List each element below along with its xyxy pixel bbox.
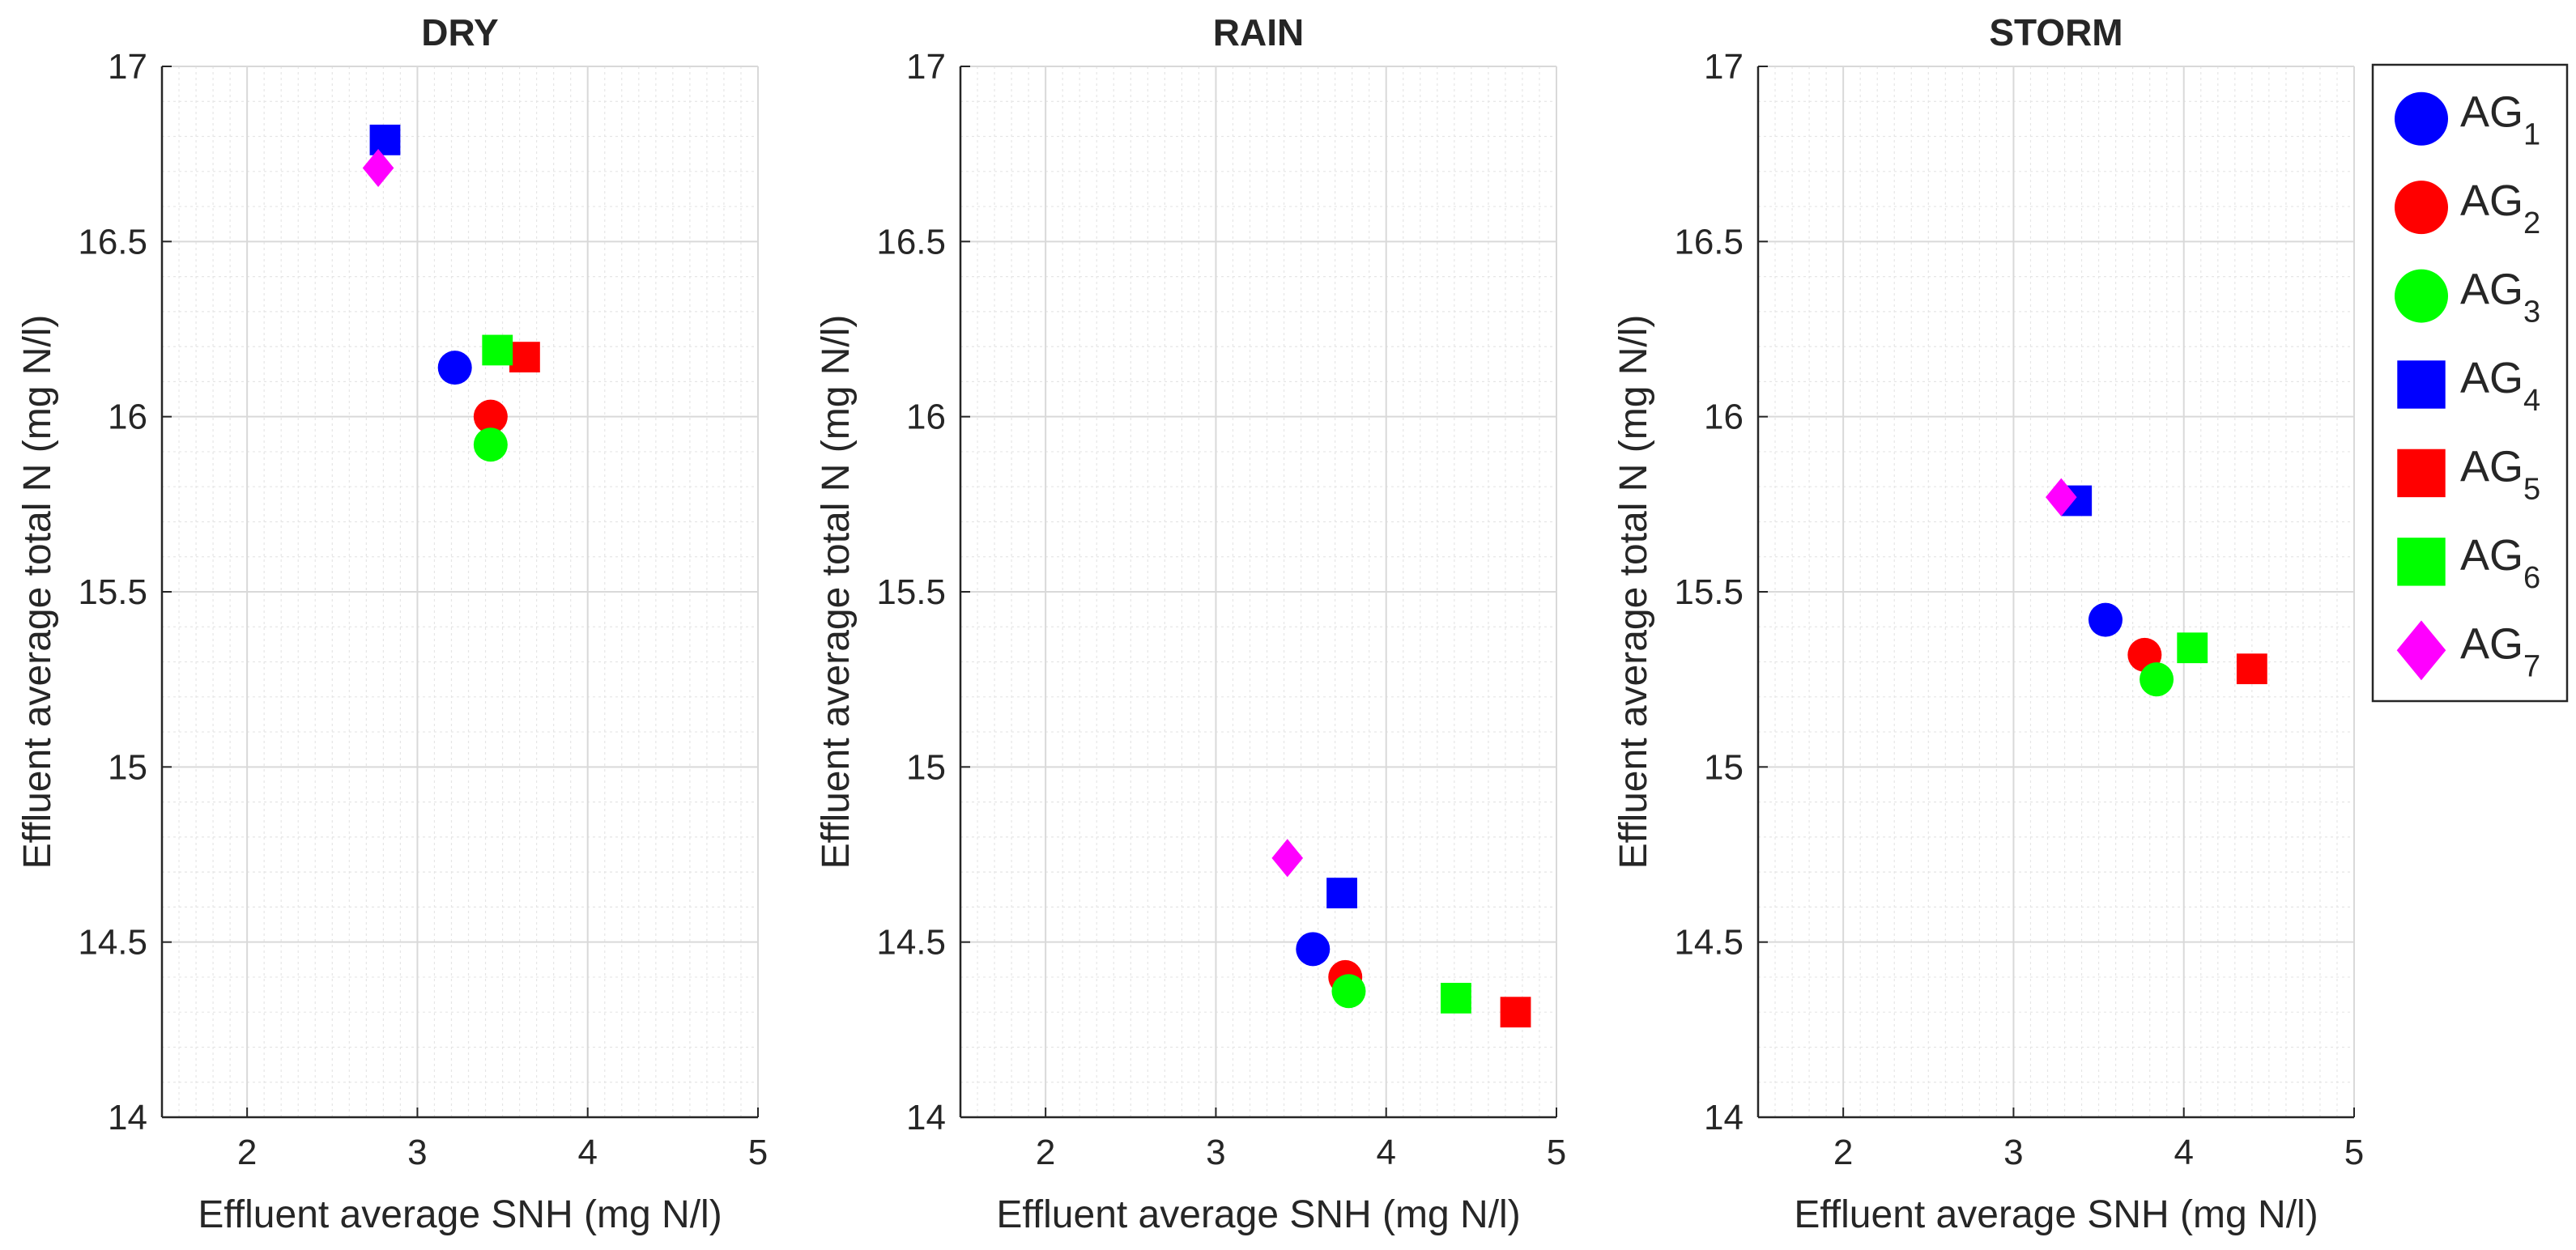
x-axis-label: Effluent average SNH (mg N/l) xyxy=(1794,1193,2318,1236)
x-tick-label: 3 xyxy=(2003,1133,2023,1172)
y-tick-label: 14 xyxy=(906,1098,946,1137)
data-point-ag5 xyxy=(2236,653,2267,685)
x-axis-label: Effluent average SNH (mg N/l) xyxy=(996,1193,1520,1236)
panel-title: STORM xyxy=(1989,11,2123,53)
data-point-ag1 xyxy=(437,351,472,385)
legend-label: AG2 xyxy=(2460,176,2540,240)
y-tick-label: 16.5 xyxy=(1674,222,1744,261)
data-point-ag3 xyxy=(473,427,508,462)
y-tick-label: 15.5 xyxy=(78,572,147,612)
y-axis-label: Effluent average total N (mg N/l) xyxy=(1612,315,1655,869)
legend-marker-ag3 xyxy=(2395,269,2448,323)
x-tick-label: 2 xyxy=(237,1133,257,1172)
y-tick-label: 17 xyxy=(1704,47,1744,87)
legend-marker-ag7 xyxy=(2396,620,2446,681)
panel-title: DRY xyxy=(421,11,498,53)
x-tick-label: 2 xyxy=(1036,1133,1055,1172)
x-tick-label: 4 xyxy=(577,1133,597,1172)
legend-label: AG5 xyxy=(2460,442,2540,506)
data-point-ag4 xyxy=(369,124,401,155)
legend-label: AG1 xyxy=(2460,88,2540,152)
y-tick-label: 15.5 xyxy=(876,572,946,612)
data-point-ag1 xyxy=(1296,932,1331,967)
x-tick-label: 2 xyxy=(1833,1133,1853,1172)
legend-marker-ag2 xyxy=(2395,181,2448,235)
y-tick-label: 17 xyxy=(906,47,946,87)
y-tick-label: 14.5 xyxy=(78,923,147,963)
data-point-ag5 xyxy=(509,342,540,373)
y-tick-label: 15.5 xyxy=(1674,572,1744,612)
x-tick-label: 5 xyxy=(2344,1133,2364,1172)
data-point-ag6 xyxy=(482,334,513,366)
data-point-ag6 xyxy=(1441,982,1471,1014)
y-tick-label: 16.5 xyxy=(78,222,147,261)
panel-rain: 2 3 4 5 14 14.5 15 15.5 16 16.5 17 RAIN Effluent ave… xyxy=(815,11,1566,1236)
x-axis-label: Effluent average SNH (mg N/l) xyxy=(198,1193,722,1236)
legend-label: AG6 xyxy=(2460,531,2540,595)
y-axis-label: Effluent average total N (mg N/l) xyxy=(815,315,858,869)
data-point-ag7 xyxy=(1271,839,1304,878)
data-point-ag6 xyxy=(2177,632,2208,664)
x-tick-label: 3 xyxy=(1206,1133,1225,1172)
legend-marker-ag5 xyxy=(2397,449,2446,498)
y-tick-label: 16 xyxy=(108,398,147,437)
y-tick-label: 14.5 xyxy=(1674,923,1744,963)
y-tick-label: 14.5 xyxy=(876,923,946,963)
x-tick-label: 5 xyxy=(748,1133,768,1172)
panel-storm: 2 3 4 5 14 14.5 15 15.5 16 16.5 17 STORM Effluent av… xyxy=(1612,11,2364,1236)
legend-label: AG3 xyxy=(2460,266,2540,330)
y-tick-label: 15 xyxy=(1704,747,1744,787)
x-tick-label: 4 xyxy=(1376,1133,1395,1172)
data-point-ag1 xyxy=(2088,602,2123,637)
x-tick-label: 4 xyxy=(2174,1133,2193,1172)
y-tick-label: 17 xyxy=(108,47,147,87)
legend-label: AG4 xyxy=(2460,354,2540,418)
y-tick-label: 14 xyxy=(1704,1098,1744,1137)
legend-marker-ag4 xyxy=(2397,360,2446,409)
data-point-ag3 xyxy=(2140,662,2174,697)
data-point-ag7 xyxy=(362,148,394,187)
data-point-ag5 xyxy=(1500,997,1531,1028)
legend-marker-ag1 xyxy=(2395,91,2448,146)
y-tick-label: 15 xyxy=(108,747,147,787)
x-tick-label: 5 xyxy=(1547,1133,1566,1172)
legend-label: AG7 xyxy=(2460,619,2540,683)
data-point-ag7 xyxy=(2046,478,2077,517)
y-tick-label: 16 xyxy=(906,398,946,437)
y-tick-label: 16.5 xyxy=(876,222,946,261)
data-point-ag4 xyxy=(1326,878,1357,908)
y-tick-label: 14 xyxy=(108,1098,147,1137)
y-tick-label: 16 xyxy=(1704,398,1744,437)
data-point-ag2 xyxy=(473,399,508,434)
y-tick-label: 15 xyxy=(906,747,946,787)
legend: AG1 AG2 AG3 AG4 AG5 AG6 AG7 xyxy=(2371,63,2569,703)
panel-title: RAIN xyxy=(1213,11,1304,53)
legend-marker-ag6 xyxy=(2397,538,2446,586)
data-point-ag3 xyxy=(1331,974,1366,1009)
y-axis-label: Effluent average total N (mg N/l) xyxy=(16,315,59,869)
x-tick-label: 3 xyxy=(407,1133,427,1172)
panel-dry: 2 3 4 5 14 14.5 15 15.5 16 16.5 17 DRY Effluent aver… xyxy=(16,11,768,1236)
